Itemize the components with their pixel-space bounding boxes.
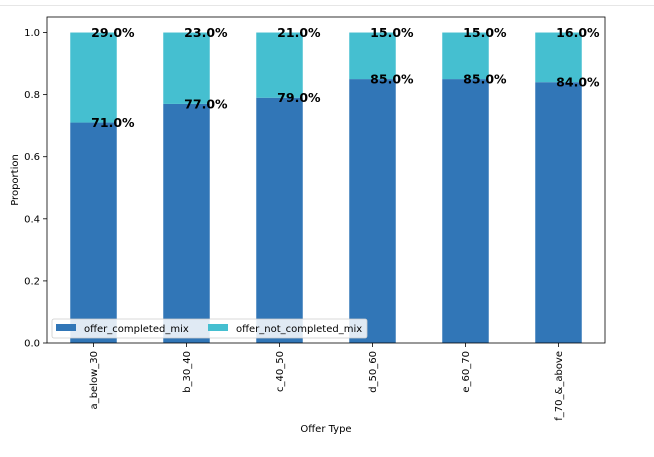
bar-offer_not_completed_mix-b_30_40 xyxy=(163,32,210,104)
bar-offer_not_completed_mix-f_70_&_above xyxy=(535,32,582,83)
bar-offer_not_completed_mix-a_below_30 xyxy=(70,32,117,123)
data-labels-layer: 71.0% 29.0% 77.0% 23.0% 79.0% 21.0% 85.0% 15.0%… xyxy=(91,25,600,130)
bar-offer_completed_mix-a_below_30 xyxy=(70,122,117,343)
data-label-offer_completed_mix-e_60_70: 85.0% xyxy=(463,72,507,87)
y-tick-label: 0.8 xyxy=(24,90,40,101)
x-tick-label: d_50_60 xyxy=(368,351,379,393)
y-tick-label: 1.0 xyxy=(24,28,40,39)
x-tick-label: a_below_30 xyxy=(89,351,100,409)
data-label-offer_not_completed_mix-d_50_60: 15.0% xyxy=(370,25,414,40)
y-axis: 0.0 0.2 0.4 0.6 0.8 1.0 xyxy=(24,28,47,350)
bar-offer_not_completed_mix-e_60_70 xyxy=(442,32,489,80)
legend-swatch-offer_not_completed_mix xyxy=(208,324,228,331)
legend-label-offer_completed_mix: offer_completed_mix xyxy=(84,324,189,335)
y-axis-title: Proportion xyxy=(10,154,21,206)
bar-offer_completed_mix-d_50_60 xyxy=(349,79,396,343)
x-tick-label: f_70_&_above xyxy=(554,351,565,421)
plot-frame xyxy=(46,16,606,344)
notebook-cell-border xyxy=(0,0,654,6)
x-axis: a_below_30 b_30_40 c_40_50 d_50_60 e_60_70 f_… xyxy=(89,343,565,421)
data-label-offer_not_completed_mix-b_30_40: 23.0% xyxy=(184,25,228,40)
data-label-offer_not_completed_mix-a_below_30: 29.0% xyxy=(91,25,135,40)
data-label-offer_completed_mix-d_50_60: 85.0% xyxy=(370,72,414,87)
bar-offer_completed_mix-c_40_50 xyxy=(256,97,303,343)
bar-offer_completed_mix-e_60_70 xyxy=(442,79,489,343)
x-tick-label: b_30_40 xyxy=(182,351,193,393)
bars-layer xyxy=(70,32,582,343)
bar-offer_not_completed_mix-c_40_50 xyxy=(256,32,303,98)
data-label-offer_not_completed_mix-e_60_70: 15.0% xyxy=(463,25,507,40)
bar-offer_completed_mix-f_70_&_above xyxy=(535,82,582,343)
data-label-offer_completed_mix-f_70_&_above: 84.0% xyxy=(556,75,600,90)
data-label-offer_completed_mix-c_40_50: 79.0% xyxy=(277,90,321,105)
bar-offer_not_completed_mix-d_50_60 xyxy=(349,32,396,80)
bar-offer_completed_mix-b_30_40 xyxy=(163,103,210,343)
y-tick-label: 0.6 xyxy=(24,152,40,163)
data-label-offer_not_completed_mix-c_40_50: 21.0% xyxy=(277,25,321,40)
y-tick-label: 0.0 xyxy=(24,339,40,350)
legend: offer_completed_mix offer_not_completed_m… xyxy=(51,318,368,339)
x-axis-title: Offer Type xyxy=(300,424,351,435)
legend-label-offer_not_completed_mix: offer_not_completed_mix xyxy=(236,324,362,335)
data-label-offer_completed_mix-a_below_30: 71.0% xyxy=(91,115,135,130)
y-tick-label: 0.2 xyxy=(24,276,40,287)
x-tick-label: e_60_70 xyxy=(461,351,472,393)
data-label-offer_completed_mix-b_30_40: 77.0% xyxy=(184,96,228,111)
data-label-offer_not_completed_mix-f_70_&_above: 16.0% xyxy=(556,25,600,40)
y-tick-label: 0.4 xyxy=(24,214,40,225)
x-tick-label: c_40_50 xyxy=(275,351,286,392)
legend-swatch-offer_completed_mix xyxy=(56,324,76,331)
